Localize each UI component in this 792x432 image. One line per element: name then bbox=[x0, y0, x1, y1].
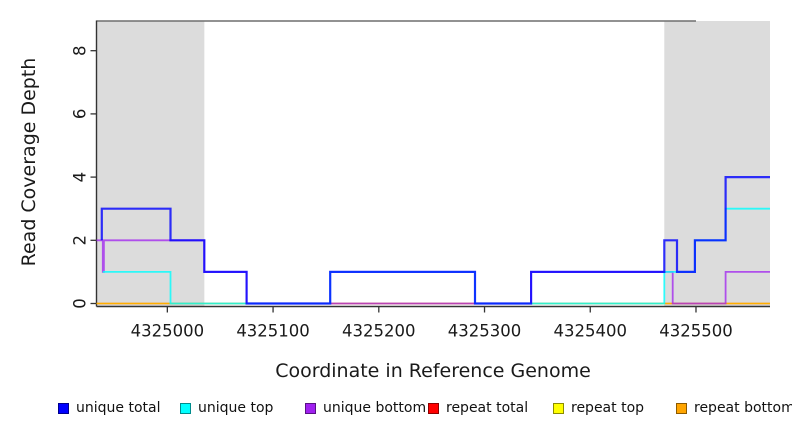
legend-label-unique-total: unique total bbox=[76, 400, 161, 416]
y-tick-label: 8 bbox=[71, 45, 90, 56]
legend-swatch-unique-bottom bbox=[305, 402, 316, 414]
legend-item-repeat-bottom: repeat bottom bbox=[676, 400, 792, 416]
x-tick-label: 4325300 bbox=[448, 322, 522, 341]
legend-swatch-unique-total bbox=[58, 402, 69, 414]
x-tick-label: 4325500 bbox=[659, 322, 733, 341]
legend-item-repeat-total: repeat total bbox=[428, 400, 528, 416]
x-tick-label: 4325200 bbox=[342, 322, 416, 341]
x-axis-title: Coordinate in Reference Genome bbox=[275, 360, 591, 382]
y-tick-label: 0 bbox=[71, 298, 90, 309]
legend-label-repeat-top: repeat top bbox=[571, 400, 645, 416]
legend-item-unique-top: unique top bbox=[180, 400, 273, 416]
x-tick-label: 4325100 bbox=[236, 322, 310, 341]
legend-swatch-repeat-bottom bbox=[676, 402, 687, 414]
legend-item-unique-bottom: unique bottom bbox=[305, 400, 426, 416]
legend-label-repeat-bottom: repeat bottom bbox=[694, 400, 792, 416]
legend-swatch-repeat-total bbox=[428, 402, 439, 414]
legend-swatch-unique-top bbox=[180, 402, 191, 414]
y-tick-label: 6 bbox=[71, 109, 90, 120]
legend-label-unique-bottom: unique bottom bbox=[323, 400, 427, 416]
legend-swatch-repeat-top bbox=[553, 402, 564, 414]
legend-label-repeat-total: repeat total bbox=[446, 400, 529, 416]
x-tick-label: 4325400 bbox=[554, 322, 628, 341]
y-tick-label: 4 bbox=[71, 172, 90, 183]
series-line-unique-total bbox=[100, 176, 770, 305]
x-tick-label: 4325000 bbox=[131, 322, 205, 341]
y-axis-title: Read Coverage Depth bbox=[18, 57, 40, 267]
legend-item-repeat-top: repeat top bbox=[553, 400, 644, 416]
legend-item-unique-total: unique total bbox=[58, 400, 160, 416]
y-tick-label: 2 bbox=[71, 235, 90, 246]
legend-label-unique-top: unique top bbox=[198, 400, 274, 416]
shaded-region-right-repeat-region bbox=[664, 21, 770, 307]
shaded-region-left-repeat-region bbox=[96, 21, 205, 307]
